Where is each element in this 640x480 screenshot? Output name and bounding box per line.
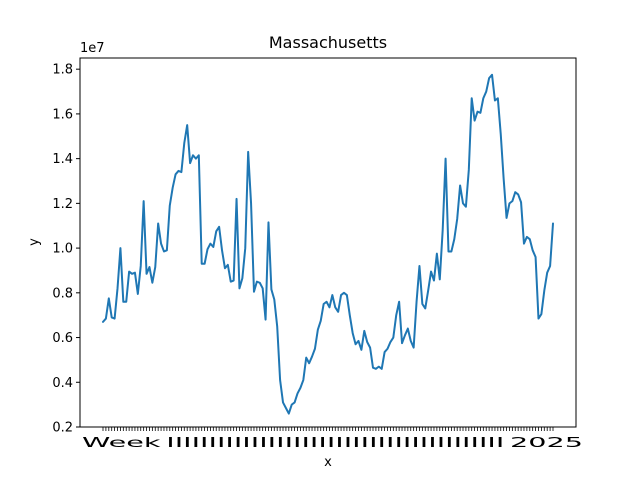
y-tick-label: 0.8 xyxy=(52,286,73,301)
y-tick-label: 0.4 xyxy=(52,376,73,391)
y-tick-label: 1.0 xyxy=(52,242,73,257)
y-tick-label: 1.2 xyxy=(52,197,73,212)
y-tick-label: 1.4 xyxy=(52,152,73,167)
y-tick-label: 0.6 xyxy=(52,331,73,346)
y-tick-label: 0.2 xyxy=(52,421,73,436)
y-axis: 0.2 0.4 0.6 0.8 1.0 1.2 1.4 1.6 1.8 xyxy=(52,63,80,436)
chart-title: Massachusetts xyxy=(269,33,387,52)
series-line xyxy=(102,73,554,415)
y-tick-label: 1.6 xyxy=(52,107,73,122)
y-axis-label: y xyxy=(27,238,42,246)
y-tick-label: 1.8 xyxy=(52,63,73,78)
x-tick-labels-overlapping: Week IIIIIIIIIIIIIIIIIIIIIIIIIIIIIIIIIII… xyxy=(82,436,583,451)
x-axis-label: x xyxy=(324,455,332,470)
x-axis: Week IIIIIIIIIIIIIIIIIIIIIIIIIIIIIIIIIII… xyxy=(82,427,583,451)
y-scale-offset-label: 1e7 xyxy=(80,41,105,56)
plot-frame xyxy=(79,57,577,428)
